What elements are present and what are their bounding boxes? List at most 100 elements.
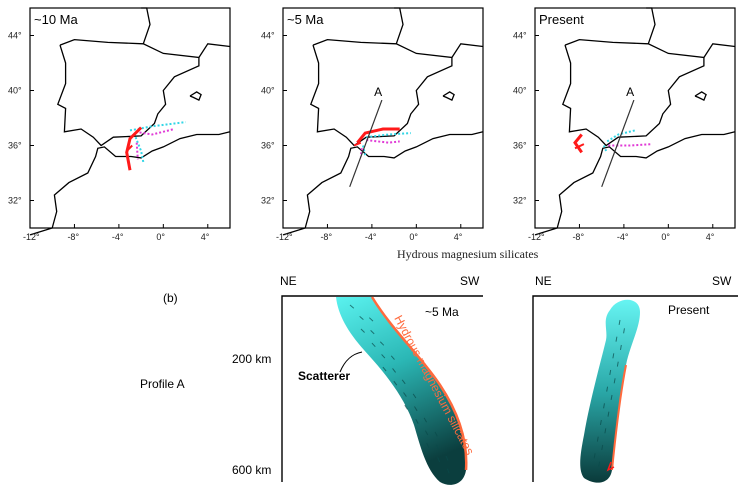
texture-dash xyxy=(415,418,419,424)
texture-dash xyxy=(601,444,604,450)
slab-present xyxy=(580,299,640,483)
panel-title: ~5 Ma xyxy=(287,12,324,27)
texture-dash xyxy=(414,406,418,412)
magenta-track xyxy=(359,148,363,157)
texture-dash xyxy=(437,457,441,463)
x-tick-label: 0° xyxy=(156,232,165,242)
y-tick-label: 40° xyxy=(261,86,275,96)
coastline xyxy=(561,38,705,147)
coastline xyxy=(309,38,453,147)
x-tick-label: 4° xyxy=(454,232,463,242)
x-tick-label: 4° xyxy=(706,232,715,242)
scatterer-label: Scatterer xyxy=(298,369,350,383)
y-tick-label: 36° xyxy=(261,141,275,151)
x-tick-label: -8° xyxy=(572,232,584,242)
texture-dash xyxy=(623,328,625,334)
texture-dash xyxy=(618,319,621,325)
y-tick-label: 44° xyxy=(261,31,275,41)
texture-dash xyxy=(446,468,450,474)
texture-dash xyxy=(359,315,364,320)
texture-dash xyxy=(616,361,619,367)
magenta-track xyxy=(135,128,175,136)
texture-dash xyxy=(381,354,386,359)
x-tick-label: 4° xyxy=(201,232,210,242)
texture-dash xyxy=(596,436,599,442)
texture-dash xyxy=(609,369,612,375)
texture-dash xyxy=(613,378,616,384)
slab-arrow xyxy=(125,144,133,152)
texture-dash xyxy=(412,393,417,399)
texture-dash xyxy=(390,355,395,360)
y-tick-label: 40° xyxy=(8,86,22,96)
texture-dash xyxy=(382,366,387,372)
cyan-track xyxy=(602,145,608,152)
depth-label-600: 600 km xyxy=(232,463,271,477)
section-frame-right xyxy=(532,295,738,482)
y-tick-label: 32° xyxy=(8,196,22,206)
magenta-track xyxy=(608,143,652,147)
cyan-track xyxy=(606,129,636,143)
y-tick-label: 44° xyxy=(513,31,527,41)
x-tick-label: -8° xyxy=(320,232,332,242)
x-tick-label: -12° xyxy=(23,232,40,242)
slab-arrow xyxy=(574,143,585,150)
texture-dash xyxy=(370,330,375,335)
texture-dash xyxy=(445,455,449,461)
y-tick-label: 40° xyxy=(513,86,527,96)
coastline xyxy=(198,43,231,58)
coastline xyxy=(56,38,200,147)
label-b: (b) xyxy=(163,291,178,305)
x-tick-label: -4° xyxy=(365,232,377,242)
slab-arrow-present xyxy=(606,461,615,472)
map-frame xyxy=(282,7,484,229)
ne-label-right: NE xyxy=(535,274,552,288)
slab-front xyxy=(356,127,400,144)
sw-label: SW xyxy=(460,274,480,288)
x-tick-label: -12° xyxy=(528,232,545,242)
map-panel-2: -12° -8° -4° 0° 4° 44° 40° 36° 32° A ~5 Ma xyxy=(261,7,484,242)
slab-front xyxy=(125,126,143,171)
texture-dash xyxy=(604,428,607,434)
cyan-track xyxy=(129,121,186,132)
texture-dash xyxy=(598,461,601,467)
coastline xyxy=(189,91,202,101)
age-present-label: Present xyxy=(668,303,710,317)
texture-dash xyxy=(612,353,615,359)
y-tick-label: 32° xyxy=(513,196,527,206)
texture-dash xyxy=(424,430,429,436)
age-5ma-label: ~5 Ma xyxy=(425,305,459,319)
texture-dash xyxy=(392,368,396,373)
coastline xyxy=(394,7,404,45)
caption-hydrous-silicates: Hydrous magnesium silicates xyxy=(397,247,539,261)
texture-dash xyxy=(607,411,610,417)
slab-5ma xyxy=(336,297,467,485)
texture-dash xyxy=(349,304,355,309)
texture-dash xyxy=(403,392,407,397)
y-tick-label: 36° xyxy=(8,141,22,151)
profile-line-label: A xyxy=(374,85,382,99)
ne-label: NE xyxy=(280,274,297,288)
texture-dash xyxy=(368,317,374,322)
map-frame xyxy=(534,7,736,229)
map-panel-1: -12° -8° -4° 0° 4° 44° 40° 36° 32° ~10 Ma xyxy=(8,7,231,242)
y-tick-label: 32° xyxy=(261,196,275,206)
panel-title: ~10 Ma xyxy=(34,12,78,27)
cyan-track xyxy=(366,132,411,139)
texture-dash xyxy=(615,336,618,342)
x-tick-label: -4° xyxy=(112,232,124,242)
x-tick-label: -4° xyxy=(617,232,629,242)
x-tick-label: 0° xyxy=(409,232,418,242)
coastline xyxy=(694,91,707,101)
texture-dash xyxy=(423,417,428,423)
magenta-track xyxy=(366,139,400,144)
texture-dash xyxy=(434,431,438,437)
map-frame xyxy=(29,7,231,229)
texture-dash xyxy=(426,443,430,449)
hms-rim-present xyxy=(611,364,627,471)
texture-dash xyxy=(371,342,376,348)
coastline xyxy=(703,43,736,58)
panel-title: Present xyxy=(539,12,584,27)
profile-a-label: Profile A xyxy=(140,377,185,391)
cross-section-5ma: NE SW ~5 Ma Scatterer Hydrous magnesium … xyxy=(280,274,483,485)
